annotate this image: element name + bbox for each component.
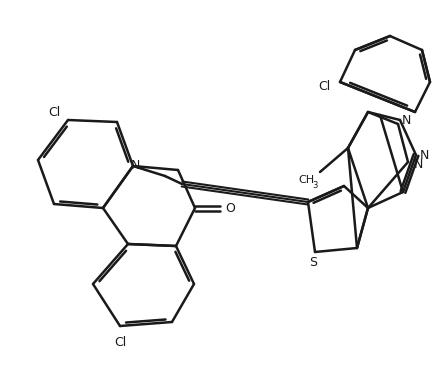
Text: N: N	[419, 149, 429, 162]
Text: N: N	[414, 157, 423, 171]
Text: S: S	[309, 256, 317, 269]
Text: N: N	[401, 114, 410, 126]
Text: 3: 3	[312, 181, 318, 189]
Text: Cl: Cl	[114, 336, 126, 349]
Text: Cl: Cl	[318, 80, 330, 93]
Text: CH: CH	[298, 175, 314, 185]
Text: Cl: Cl	[48, 106, 60, 118]
Text: N: N	[130, 158, 140, 171]
Text: O: O	[225, 202, 235, 215]
